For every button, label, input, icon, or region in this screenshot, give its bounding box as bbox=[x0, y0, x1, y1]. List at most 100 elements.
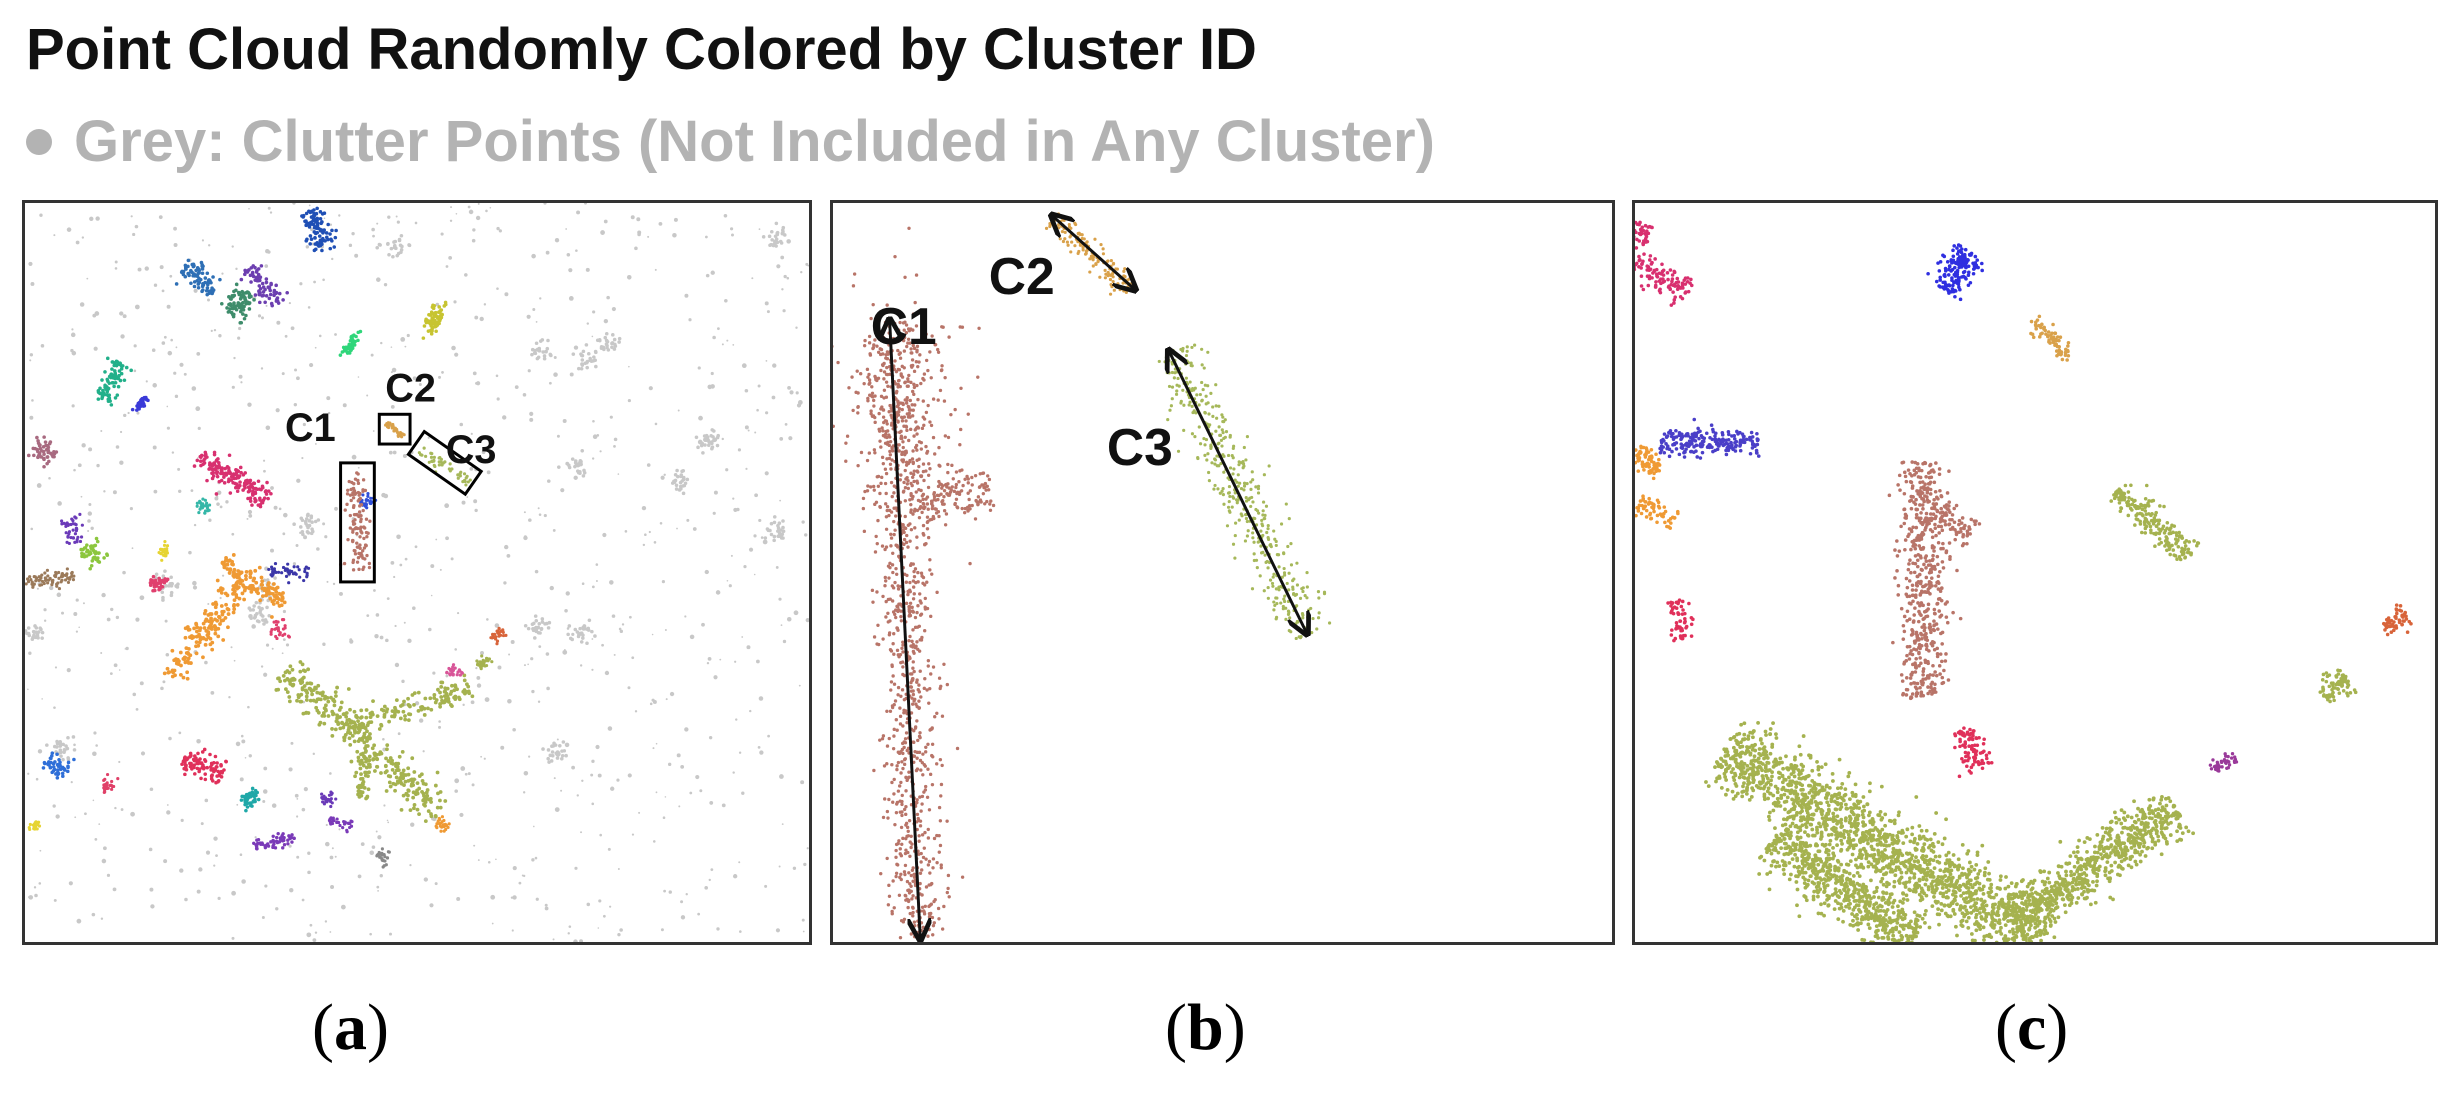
clutter-blob bbox=[763, 515, 786, 543]
cluster-rose bbox=[269, 618, 291, 641]
cluster-c1-branch bbox=[1928, 491, 1982, 548]
cluster-indigo bbox=[267, 561, 311, 585]
cluster-purple-3 bbox=[327, 816, 354, 834]
cluster-indigo bbox=[1658, 417, 1761, 460]
cluster-c3 bbox=[1157, 343, 1332, 641]
clutter-blob bbox=[45, 735, 77, 762]
scene-plot: C1 C2 C3 bbox=[25, 203, 809, 942]
clusters bbox=[25, 206, 508, 869]
legend-clutter: Grey: Clutter Points (Not Included in An… bbox=[26, 108, 1435, 175]
cluster-olive-small bbox=[2318, 668, 2358, 704]
cluster-royal bbox=[130, 395, 150, 412]
cluster-c2 bbox=[384, 421, 406, 439]
label-c2: C2 bbox=[989, 247, 1055, 305]
box-c1 bbox=[339, 461, 376, 584]
cluster-olive-1 bbox=[274, 660, 448, 823]
cluster-orange-2 bbox=[220, 553, 287, 619]
clutter-blob bbox=[523, 614, 552, 640]
cluster-pink-2 bbox=[102, 772, 120, 795]
cluster-crimson bbox=[1666, 598, 1695, 643]
cluster-c1-top bbox=[833, 226, 981, 608]
clutter-blob bbox=[595, 331, 622, 352]
cluster-purple-2 bbox=[252, 831, 296, 851]
cluster-yellow bbox=[421, 300, 448, 340]
clutter-blob bbox=[247, 600, 272, 626]
label-c3: C3 bbox=[446, 428, 497, 472]
figure-title: Point Cloud Randomly Colored by Cluster … bbox=[26, 17, 1257, 82]
cluster-pink-med bbox=[445, 663, 464, 677]
cluster-crimson bbox=[180, 747, 228, 785]
cluster-olive-line bbox=[2109, 483, 2201, 562]
cluster-orange bbox=[2029, 314, 2071, 362]
cluster-olive-3 bbox=[2002, 794, 2195, 942]
cluster-cyan bbox=[239, 786, 261, 813]
selected-clusters-plot: C1 C2 C3 bbox=[833, 203, 1332, 942]
cluster-olive-small bbox=[475, 654, 494, 671]
selection-boxes bbox=[339, 412, 484, 584]
label-c1: C1 bbox=[285, 406, 336, 450]
cluster-pink bbox=[1953, 726, 1994, 779]
label-c3: C3 bbox=[1107, 418, 1173, 476]
cluster-blue bbox=[1926, 243, 1984, 302]
legend-dot-icon bbox=[26, 129, 52, 155]
clutter-blob bbox=[557, 449, 587, 478]
cluster-blue-2 bbox=[41, 751, 76, 780]
cluster-yellow-3 bbox=[27, 820, 42, 832]
cluster-magenta bbox=[192, 450, 273, 509]
caption-c: (c) bbox=[1995, 991, 2069, 1064]
cluster-violet-2 bbox=[320, 790, 338, 809]
cluster-orange bbox=[162, 573, 259, 681]
cluster-green-dark bbox=[220, 282, 256, 325]
cluster-mint bbox=[338, 329, 363, 357]
cluster-olive-2 bbox=[340, 673, 475, 743]
cluster-c1 bbox=[338, 471, 372, 572]
label-c1: C1 bbox=[871, 297, 937, 355]
panel-c-zoomed-region bbox=[1632, 200, 2438, 945]
clutter-points bbox=[25, 203, 809, 942]
cluster-c2 bbox=[1044, 212, 1135, 296]
zoomed-region-plot bbox=[1635, 220, 2413, 942]
cluster-olive-3 bbox=[353, 752, 379, 801]
cluster-orange-3 bbox=[434, 815, 451, 833]
panel-b-selected-clusters: C1 C2 C3 bbox=[830, 200, 1615, 945]
cluster-teal bbox=[96, 356, 133, 407]
cluster-brown bbox=[25, 567, 76, 591]
cluster-purple bbox=[239, 264, 289, 308]
clutter-blob bbox=[670, 468, 690, 496]
clutter-blob bbox=[571, 343, 598, 371]
cluster-olive-1 bbox=[1704, 720, 2055, 942]
caption-a: (a) bbox=[312, 991, 389, 1064]
cluster-magenta-top bbox=[1635, 220, 1654, 250]
cluster-orange-left bbox=[1635, 444, 1662, 481]
cluster-mauve bbox=[26, 435, 59, 469]
clutter-blob bbox=[694, 428, 720, 455]
cluster-blue bbox=[174, 258, 222, 297]
cluster-teal-small bbox=[195, 497, 212, 515]
clutter-blob bbox=[567, 618, 597, 646]
cluster-coral bbox=[2381, 603, 2413, 637]
caption-b: (b) bbox=[1165, 991, 1246, 1064]
clutter-blob bbox=[530, 338, 553, 361]
clutter-blob bbox=[541, 740, 568, 764]
cluster-coral bbox=[489, 626, 508, 646]
clutter-blob bbox=[25, 624, 45, 642]
box-c3 bbox=[406, 429, 484, 497]
cluster-c1-trunk bbox=[861, 320, 965, 940]
legend-text: Grey: Clutter Points (Not Included in An… bbox=[74, 109, 1435, 174]
extent-arrow-c2 bbox=[1051, 215, 1135, 290]
cluster-violet bbox=[60, 512, 84, 546]
cluster-purple bbox=[2208, 752, 2239, 773]
cluster-magenta bbox=[1635, 252, 1694, 307]
clutter-blob bbox=[375, 233, 412, 259]
cluster-c3 bbox=[417, 446, 472, 487]
clutter-blob bbox=[761, 221, 787, 248]
extent-arrow-c1 bbox=[890, 319, 921, 940]
cluster-olive-2 bbox=[1757, 815, 1927, 942]
cluster-orange-left-2 bbox=[1635, 494, 1680, 530]
cluster-lime bbox=[79, 536, 110, 571]
box-c2 bbox=[377, 412, 412, 446]
clutter-blob bbox=[292, 512, 321, 537]
cluster-pink-small bbox=[148, 574, 170, 593]
extent-arrow-c3 bbox=[1168, 350, 1307, 635]
cluster-yellow-small bbox=[157, 539, 170, 562]
